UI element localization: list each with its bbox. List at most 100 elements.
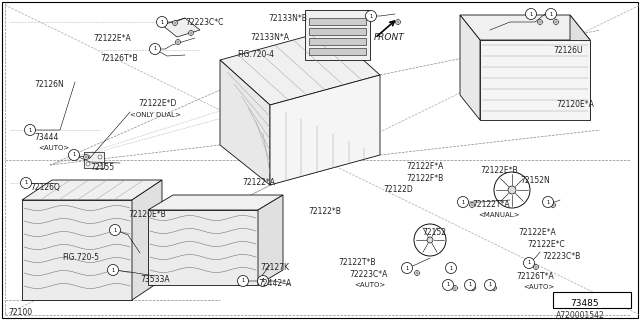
Polygon shape	[162, 18, 200, 37]
Circle shape	[415, 270, 419, 276]
Circle shape	[494, 172, 530, 208]
Circle shape	[550, 203, 556, 207]
Text: 72133N*B: 72133N*B	[268, 14, 307, 23]
Text: 1: 1	[113, 228, 116, 233]
Circle shape	[173, 20, 177, 26]
Circle shape	[175, 39, 180, 44]
Circle shape	[508, 186, 516, 194]
Polygon shape	[270, 75, 380, 185]
Circle shape	[545, 9, 557, 20]
Text: 72122E*D: 72122E*D	[138, 99, 177, 108]
Circle shape	[524, 258, 534, 268]
Polygon shape	[220, 60, 270, 185]
Text: 1: 1	[28, 127, 32, 132]
Text: <AUTO>: <AUTO>	[354, 282, 385, 288]
Circle shape	[237, 276, 248, 286]
Text: 72223C*A: 72223C*A	[349, 270, 387, 279]
Text: 72126Q: 72126Q	[30, 183, 60, 192]
Polygon shape	[258, 195, 283, 285]
Circle shape	[68, 149, 79, 161]
Circle shape	[534, 265, 538, 269]
Polygon shape	[132, 180, 162, 300]
Text: 1: 1	[160, 20, 164, 25]
Text: 72223C*C: 72223C*C	[185, 18, 223, 27]
Text: 72126T*B: 72126T*B	[100, 54, 138, 63]
Circle shape	[86, 155, 90, 159]
Polygon shape	[305, 10, 370, 60]
Text: 1: 1	[72, 153, 76, 157]
Text: 72133N*A: 72133N*A	[250, 33, 289, 42]
Text: 73444: 73444	[34, 133, 58, 142]
Text: 72122E*B: 72122E*B	[480, 166, 518, 175]
Text: 72120E*B: 72120E*B	[128, 210, 166, 219]
Text: 1: 1	[529, 12, 532, 17]
Circle shape	[543, 196, 554, 207]
Circle shape	[470, 285, 476, 291]
Text: 72122T*B: 72122T*B	[338, 258, 376, 267]
Circle shape	[554, 20, 559, 25]
Text: 72122F*B: 72122F*B	[406, 174, 444, 183]
Text: 1: 1	[261, 278, 265, 284]
Bar	[309, 38, 366, 45]
Text: 72122T*A: 72122T*A	[472, 200, 509, 209]
Circle shape	[445, 262, 456, 274]
Text: 72152N: 72152N	[520, 176, 550, 185]
Text: 1: 1	[241, 278, 244, 284]
Text: 1: 1	[446, 283, 450, 287]
Polygon shape	[22, 200, 132, 300]
Text: <MANUAL>: <MANUAL>	[478, 212, 520, 218]
Circle shape	[98, 155, 102, 159]
Text: 72122D: 72122D	[383, 185, 413, 194]
Bar	[309, 48, 366, 55]
Text: 72122*A: 72122*A	[242, 178, 275, 187]
Text: 1: 1	[369, 13, 372, 19]
Circle shape	[525, 9, 536, 20]
Text: 72122*B: 72122*B	[308, 207, 341, 216]
Polygon shape	[22, 180, 162, 200]
Text: 73485: 73485	[570, 299, 598, 308]
Text: 72126N: 72126N	[34, 80, 64, 89]
Text: 1: 1	[468, 283, 472, 287]
Text: 72152: 72152	[422, 228, 446, 237]
Text: 1: 1	[549, 12, 553, 17]
Circle shape	[257, 276, 269, 286]
Circle shape	[458, 196, 468, 207]
Text: 72223C*B: 72223C*B	[542, 252, 580, 261]
Polygon shape	[460, 15, 480, 120]
Text: 72122F*A: 72122F*A	[406, 162, 444, 171]
Text: 72442*A: 72442*A	[258, 279, 291, 288]
Text: <AUTO>: <AUTO>	[523, 284, 554, 290]
Text: 73533A: 73533A	[140, 275, 170, 284]
Polygon shape	[220, 30, 380, 105]
Text: 1: 1	[488, 283, 492, 287]
Circle shape	[189, 30, 193, 36]
Text: 72122E*A: 72122E*A	[518, 228, 556, 237]
Text: 72122E*C: 72122E*C	[527, 240, 564, 249]
Text: 1: 1	[111, 268, 115, 273]
Circle shape	[492, 285, 497, 291]
Polygon shape	[570, 15, 590, 120]
Text: 1: 1	[547, 199, 550, 204]
Circle shape	[20, 178, 31, 188]
Text: 72126U: 72126U	[553, 46, 582, 55]
Text: 72155: 72155	[90, 163, 114, 172]
Circle shape	[556, 294, 566, 306]
Text: 1: 1	[527, 260, 531, 266]
Circle shape	[83, 155, 88, 159]
Circle shape	[396, 20, 401, 25]
Circle shape	[484, 279, 495, 291]
Circle shape	[538, 20, 543, 25]
Text: 1: 1	[154, 46, 157, 52]
Text: FIG.720-4: FIG.720-4	[237, 50, 274, 59]
Polygon shape	[148, 195, 283, 210]
Circle shape	[465, 279, 476, 291]
Text: FRONT: FRONT	[374, 33, 404, 42]
Text: FIG.720-5: FIG.720-5	[62, 253, 99, 262]
Circle shape	[452, 285, 458, 291]
Text: 1: 1	[405, 266, 409, 270]
Circle shape	[529, 260, 534, 266]
Bar	[309, 28, 366, 35]
Text: 72127K: 72127K	[260, 263, 289, 272]
Text: 72122E*A: 72122E*A	[93, 34, 131, 43]
Circle shape	[414, 224, 446, 256]
